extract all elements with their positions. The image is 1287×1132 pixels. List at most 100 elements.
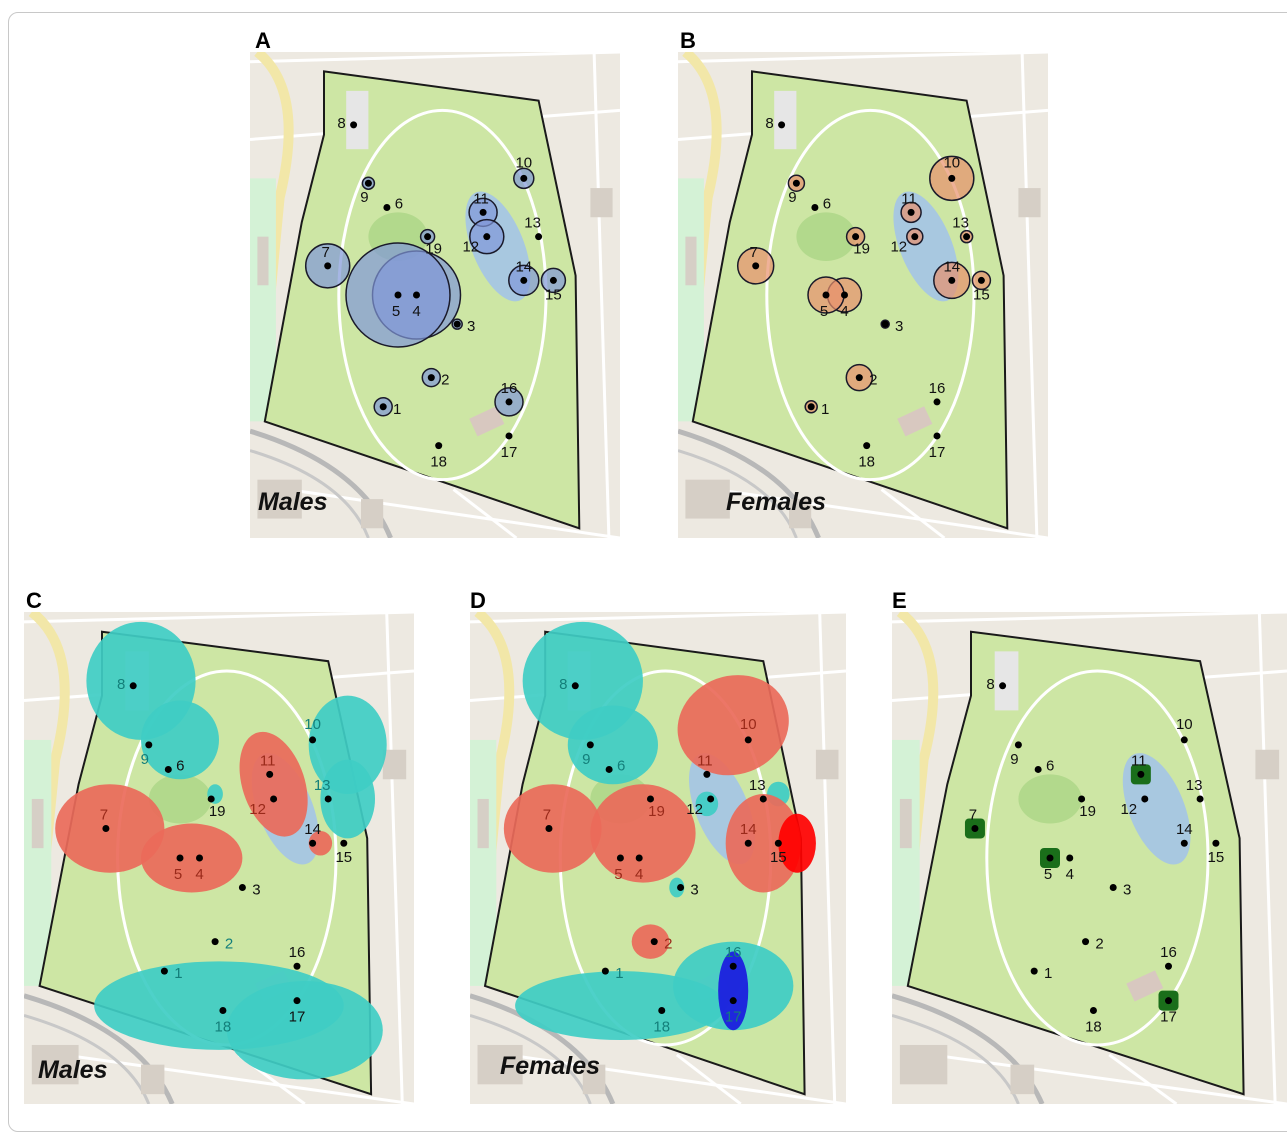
map-c-site-label-9: 9 bbox=[141, 751, 149, 768]
map-e-site-label-17: 17 bbox=[1160, 1009, 1177, 1026]
map-d-site-dot-13 bbox=[760, 795, 767, 802]
map-a-site-label-12: 12 bbox=[462, 239, 479, 256]
panel-c-caption: Males bbox=[38, 1056, 107, 1085]
map-d-site-dot-2 bbox=[651, 938, 658, 945]
map-c-site-label-13: 13 bbox=[314, 777, 331, 794]
map-a-building-1 bbox=[361, 499, 383, 528]
map-e-building-0 bbox=[900, 1045, 947, 1084]
map-a-site-dot-10 bbox=[520, 175, 527, 182]
map-c-site-label-11: 11 bbox=[260, 752, 276, 769]
map-c-site-dot-11 bbox=[266, 771, 273, 778]
map-a-site-dot-2 bbox=[428, 374, 435, 381]
map-e-site-dot-6 bbox=[1035, 766, 1042, 773]
map-d-site-dot-1 bbox=[602, 968, 609, 975]
map-d-site-dot-10 bbox=[745, 736, 752, 743]
map-a-site-label-2: 2 bbox=[441, 372, 449, 389]
map-e-parking-lot bbox=[995, 651, 1019, 710]
map-e-garden bbox=[1018, 774, 1081, 823]
map-b-site-dot-11 bbox=[908, 209, 915, 216]
map-a-site-dot-1 bbox=[380, 403, 387, 410]
map-d-site-label-19: 19 bbox=[648, 803, 665, 820]
map-d-site-label-16: 16 bbox=[725, 944, 742, 961]
map-c-site-dot-10 bbox=[309, 736, 316, 743]
map-b-site-dot-1 bbox=[808, 403, 815, 410]
map-c-site-dot-3 bbox=[239, 884, 246, 891]
map-d-zone-8 bbox=[504, 784, 602, 873]
map-a-site-dot-19 bbox=[424, 233, 431, 240]
map-c-site-label-8: 8 bbox=[117, 676, 125, 693]
map-e-site-dot-1 bbox=[1031, 968, 1038, 975]
map-a-site-dot-6 bbox=[383, 204, 390, 211]
panel-d-caption: Females bbox=[500, 1052, 600, 1081]
map-c-site-dot-12 bbox=[270, 795, 277, 802]
panel-letter-c: C bbox=[26, 588, 42, 614]
map-e-site-label-16: 16 bbox=[1160, 944, 1177, 961]
map-e-site-label-18: 18 bbox=[1085, 1019, 1102, 1036]
map-a-site-dot-3 bbox=[454, 321, 461, 328]
map-e-site-label-3: 3 bbox=[1123, 882, 1131, 899]
map-c-site-dot-5 bbox=[177, 855, 184, 862]
map-b-building-2 bbox=[685, 237, 696, 286]
map-a-site-label-16: 16 bbox=[501, 380, 518, 397]
map-b-site-dot-12 bbox=[911, 233, 918, 240]
map-a-site-dot-8 bbox=[350, 121, 357, 128]
map-a-site-label-17: 17 bbox=[501, 444, 518, 461]
map-b-site-dot-10 bbox=[948, 175, 955, 182]
map-d-site-label-6: 6 bbox=[617, 757, 625, 774]
map-a-site-dot-9 bbox=[365, 180, 372, 187]
map-e-site-label-19: 19 bbox=[1079, 803, 1096, 820]
map-b-site-dot-15 bbox=[978, 277, 985, 284]
map-b-site-dot-14 bbox=[948, 277, 955, 284]
map-e-site-label-2: 2 bbox=[1095, 936, 1103, 953]
map-d-site-dot-18 bbox=[658, 1007, 665, 1014]
panel-b-caption: Females bbox=[726, 488, 826, 517]
map-c-site-label-12: 12 bbox=[249, 801, 266, 818]
map-a-site-dot-13 bbox=[535, 233, 542, 240]
map-e-site-dot-11 bbox=[1137, 771, 1144, 778]
map-c-site-label-18: 18 bbox=[215, 1019, 232, 1036]
map-a-site-dot-4 bbox=[413, 292, 420, 299]
map-e-site-label-5: 5 bbox=[1044, 866, 1052, 883]
panel-a-caption: Males bbox=[258, 488, 327, 517]
map-e-site-dot-17 bbox=[1165, 997, 1172, 1004]
map-c-site-label-2: 2 bbox=[225, 936, 233, 953]
map-b-site-label-5: 5 bbox=[820, 303, 828, 320]
map-c-site-label-16: 16 bbox=[289, 944, 306, 961]
map-a-site-dot-16 bbox=[506, 398, 513, 405]
map-b-site-label-2: 2 bbox=[869, 372, 877, 389]
map-a-site-dot-12 bbox=[483, 233, 490, 240]
map-e-site-dot-5 bbox=[1047, 855, 1054, 862]
map-b-site-dot-13 bbox=[963, 233, 970, 240]
map-c-site-label-1: 1 bbox=[174, 965, 182, 982]
map-e-site-dot-16 bbox=[1165, 963, 1172, 970]
map-d-site-dot-8 bbox=[572, 682, 579, 689]
map-e-building-3 bbox=[1255, 750, 1279, 780]
map-b-parking-lot bbox=[774, 91, 796, 149]
map-c-building-3 bbox=[383, 750, 406, 780]
map-c-site-label-15: 15 bbox=[335, 849, 352, 866]
map-e-site-dot-19 bbox=[1078, 795, 1085, 802]
map-c-site-dot-19 bbox=[208, 795, 215, 802]
map-e-site-label-8: 8 bbox=[986, 676, 994, 693]
map-d-site-label-12: 12 bbox=[686, 801, 703, 818]
map-d-site-label-2: 2 bbox=[664, 936, 672, 953]
map-c-site-dot-16 bbox=[294, 963, 301, 970]
map-a-site-label-18: 18 bbox=[430, 454, 447, 471]
map-d-site-label-18: 18 bbox=[653, 1019, 670, 1036]
map-b-site-label-6: 6 bbox=[823, 196, 831, 213]
map-e-site-dot-7 bbox=[971, 825, 978, 832]
panel-letter-b: B bbox=[680, 28, 696, 54]
map-a-site-label-1: 1 bbox=[393, 401, 401, 418]
map-e-building-1 bbox=[1011, 1065, 1035, 1095]
map-d-site-dot-11 bbox=[703, 771, 710, 778]
map-d-site-label-10: 10 bbox=[740, 716, 757, 733]
map-e-site-label-10: 10 bbox=[1176, 716, 1193, 733]
map-d-site-dot-3 bbox=[677, 884, 684, 891]
map-a-site-label-3: 3 bbox=[467, 318, 475, 335]
map-d-site-dot-4 bbox=[636, 855, 643, 862]
